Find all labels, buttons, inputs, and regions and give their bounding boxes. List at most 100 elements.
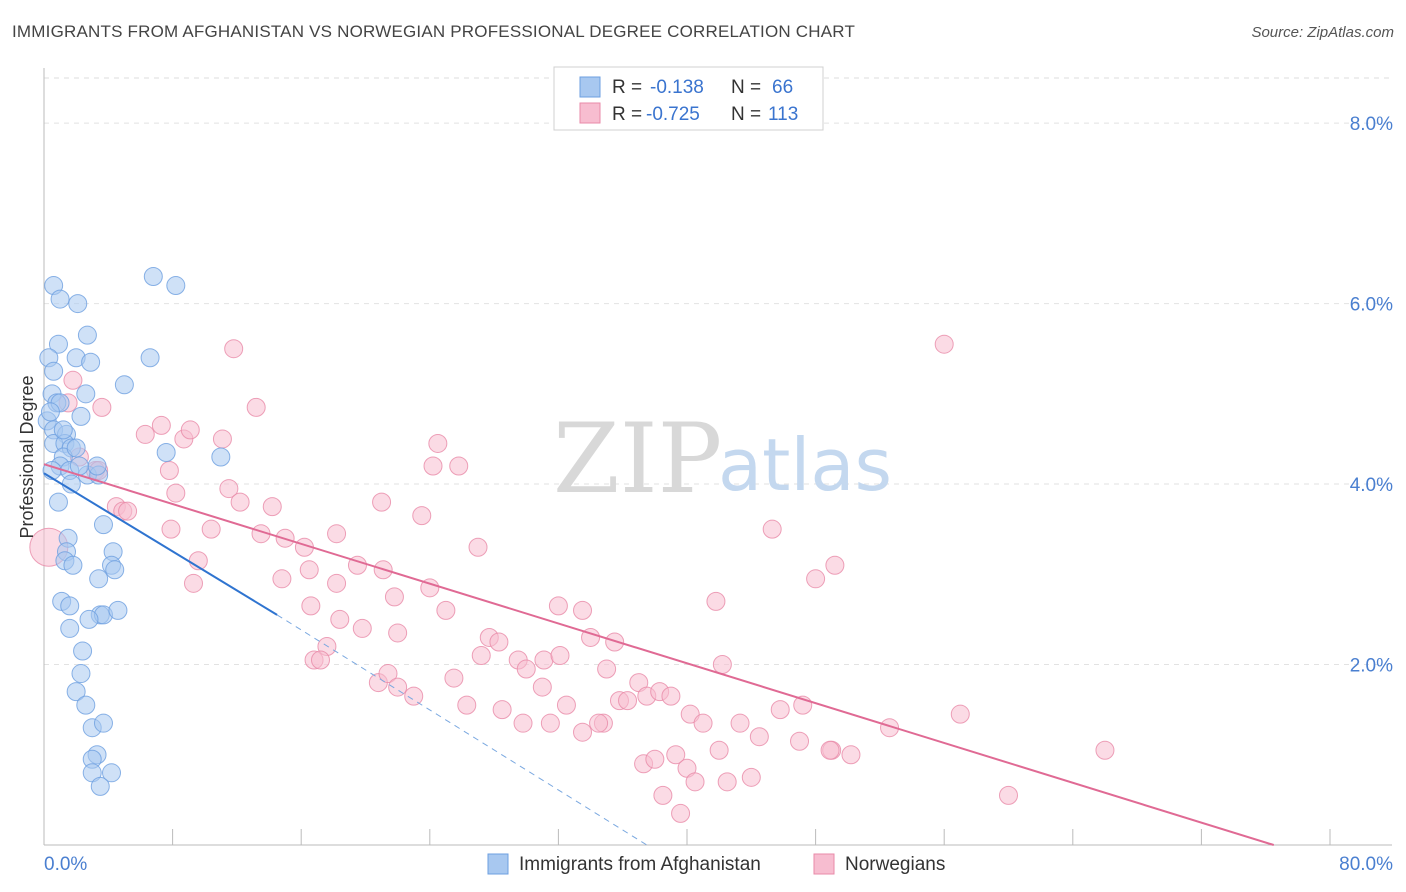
afghanistan-point <box>66 682 86 702</box>
norwegians-point <box>372 492 392 512</box>
norwegians-point <box>378 664 398 684</box>
norwegians-point <box>749 727 769 747</box>
y-tick-label: 4.0% <box>1350 475 1393 496</box>
y-axis-label: Professional Degree <box>17 375 37 538</box>
norwegians-point <box>717 772 737 792</box>
afghanistan-point <box>66 438 86 458</box>
norwegians-point <box>219 479 239 499</box>
norwegians-point <box>388 677 408 697</box>
afghanistan-point <box>87 456 107 476</box>
norwegians-point <box>950 704 970 724</box>
afghanistan-point <box>108 600 128 620</box>
norwegians-point <box>513 713 533 733</box>
legend-n-value-2: 113 <box>768 104 798 125</box>
norwegians-point <box>135 424 155 444</box>
norwegians-point <box>550 646 570 666</box>
norwegians-point <box>806 569 826 589</box>
afghanistan-point <box>68 294 88 314</box>
norwegians-point <box>741 767 761 787</box>
norwegians-point <box>666 745 686 765</box>
norwegians-point <box>166 483 186 503</box>
source-label: Source: ZipAtlas.com <box>1251 24 1394 41</box>
norwegians-point <box>556 695 576 715</box>
afghanistan-point <box>44 361 64 381</box>
afghanistan-point <box>79 609 99 629</box>
norwegians-point <box>272 569 292 589</box>
norwegians-point <box>489 632 509 652</box>
x-tick-label: 80.0% <box>1339 854 1393 875</box>
chart-title: IMMIGRANTS FROM AFGHANISTAN VS NORWEGIAN… <box>12 22 856 41</box>
legend-swatch-norwegians <box>579 102 601 124</box>
norwegians-point <box>301 596 321 616</box>
legend-r-label-1: R = <box>612 77 642 98</box>
y-tick-label: 8.0% <box>1350 114 1393 135</box>
norwegians-point <box>618 691 638 711</box>
bottom-legend-swatch-norwegians <box>813 853 835 875</box>
norwegians-point <box>573 600 593 620</box>
norwegians-point <box>820 740 840 760</box>
norwegians-point <box>841 745 861 765</box>
afghanistan-point <box>93 515 113 535</box>
norwegians-point <box>310 650 330 670</box>
norwegians-point <box>671 803 691 823</box>
norwegians-point <box>573 722 593 742</box>
norwegians-point <box>712 655 732 675</box>
afghanistan-point <box>48 492 68 512</box>
afghanistan-point <box>81 352 101 372</box>
afghanistan-point <box>63 555 83 575</box>
norwegians-point <box>471 646 491 666</box>
y-tick-label: 6.0% <box>1350 295 1393 316</box>
bottom-legend-swatch-afghanistan <box>487 853 509 875</box>
afghanistan-point <box>143 267 163 287</box>
norwegians-point <box>645 749 665 769</box>
afghanistan-point <box>76 695 96 715</box>
afghanistan-point <box>166 276 186 296</box>
norwegians-point <box>262 497 282 517</box>
norwegians-point <box>352 618 372 638</box>
afghanistan-point <box>71 664 91 684</box>
norwegians-point <box>516 659 536 679</box>
norwegians-point <box>230 492 250 512</box>
norwegians-point <box>790 731 810 751</box>
norwegians-point <box>183 573 203 593</box>
watermark: ZIP atlas <box>553 403 892 515</box>
afghanistan-point <box>73 641 93 661</box>
norwegians-point <box>180 420 200 440</box>
norwegians-point <box>444 668 464 688</box>
norwegians-point <box>384 587 404 607</box>
legend-n-label-2: N = <box>731 104 761 125</box>
norwegians-point <box>762 519 782 539</box>
legend-n-label-1: N = <box>731 77 761 98</box>
norwegians-point <box>388 623 408 643</box>
gridlines <box>44 77 1392 666</box>
norwegians-point <box>605 632 625 652</box>
norwegians-point <box>412 506 432 526</box>
afghanistan-point <box>140 348 160 368</box>
legend-n-value-1: 66 <box>772 77 793 98</box>
afghanistan-point <box>50 289 70 309</box>
legend-r-value-1: -0.138 <box>650 77 704 98</box>
afghanistan-point <box>211 447 231 467</box>
norwegians-point <box>468 537 488 557</box>
norwegians-point <box>1095 740 1115 760</box>
afghanistan-point <box>53 420 73 440</box>
top-legend: R = -0.138 N = 66 R = -0.725 N = 113 <box>553 66 824 131</box>
norwegians-point <box>212 429 232 449</box>
afghanistan-point <box>60 618 80 638</box>
afghanistan-point <box>102 763 122 783</box>
bottom-legend-label-afghanistan: Immigrants from Afghanistan <box>519 854 761 875</box>
afghanistan-point <box>114 375 134 395</box>
norwegians-point <box>423 456 443 476</box>
norwegians-point <box>151 415 171 435</box>
afghanistan-point <box>105 560 125 580</box>
norwegians-point <box>709 740 729 760</box>
norwegians-point <box>730 713 750 733</box>
y-tick-label: 2.0% <box>1350 656 1393 677</box>
norwegians-point <box>653 785 673 805</box>
afghanistan-point <box>76 384 96 404</box>
afghanistan-point <box>40 402 60 422</box>
norwegians-point <box>457 695 477 715</box>
legend-swatch-afghanistan <box>579 76 601 98</box>
afghanistan-point <box>93 713 113 733</box>
